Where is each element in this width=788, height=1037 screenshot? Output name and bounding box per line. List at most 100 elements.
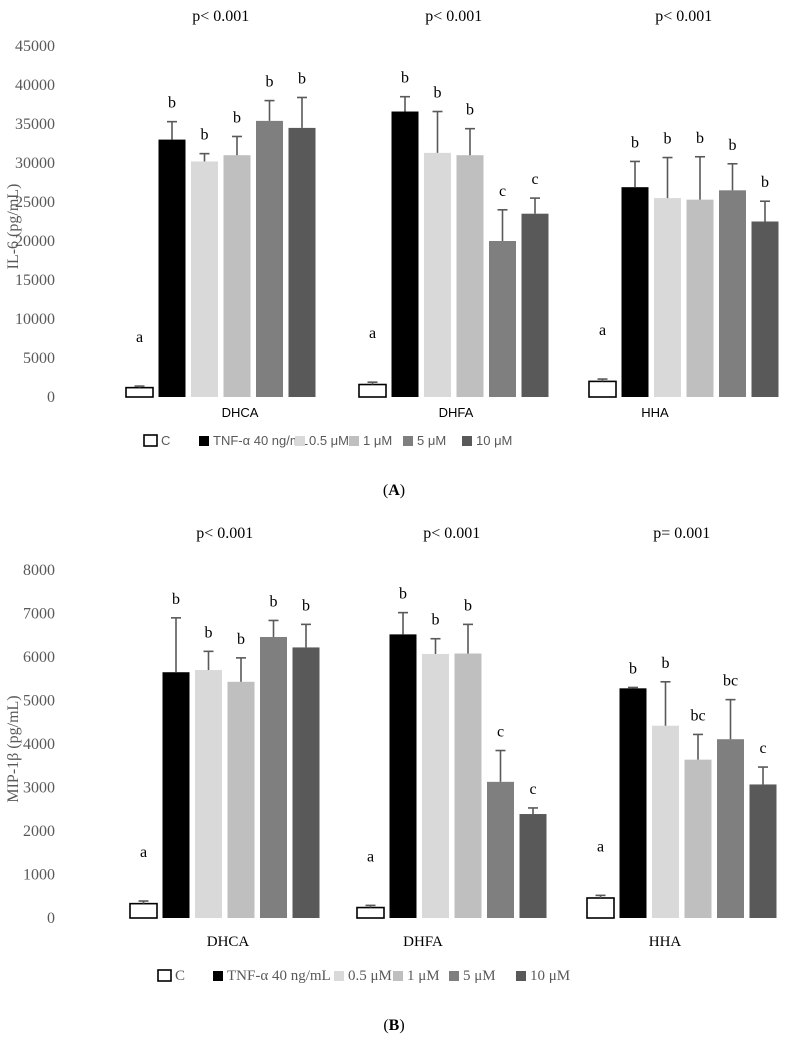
significance-letter-1-1-1: b (399, 586, 407, 603)
significance-letter-0-0-0: a (136, 329, 143, 346)
significance-letter-0-1-1: b (401, 70, 409, 87)
bar-0-1-3 (456, 155, 484, 397)
legend-swatch-1-5 (516, 971, 526, 981)
significance-letter-0-2-5: b (761, 174, 769, 191)
panel-label-1: (B) (383, 1017, 404, 1034)
y-tick-label-0-2: 10000 (15, 311, 55, 328)
bar-1-2-1 (619, 688, 647, 918)
y-axis-label-1: MIP-1β (pg/mL) (5, 695, 22, 802)
y-tick-label-0-6: 30000 (15, 155, 55, 172)
significance-letter-1-2-0: a (597, 838, 604, 855)
y-tick-label-1-7: 7000 (23, 606, 55, 623)
legend-swatch-0-4 (403, 436, 413, 446)
legend-swatch-0-3 (349, 436, 359, 446)
y-tick-label-0-8: 40000 (15, 77, 55, 94)
significance-letter-1-1-4: c (497, 724, 504, 741)
significance-letter-1-2-1: b (629, 660, 637, 677)
panel-label-open-paren: ( (383, 482, 388, 499)
panel-label-letter: A (388, 482, 400, 499)
significance-letter-0-2-4: b (729, 137, 737, 154)
y-tick-label-1-1: 1000 (23, 867, 55, 884)
significance-letter-0-1-2: b (434, 85, 442, 102)
y-tick-label-0-1: 5000 (23, 350, 55, 367)
significance-letter-1-0-5: b (302, 597, 310, 614)
y-tick-label-0-0: 0 (47, 389, 55, 406)
bar-1-1-5 (519, 814, 547, 918)
p-value-1-0: p< 0.001 (196, 525, 253, 542)
bar-1-2-3 (684, 759, 712, 918)
legend-label-1-1: TNF-α 40 ng/mL (227, 968, 331, 984)
p-value-0-2: p< 0.001 (655, 8, 712, 25)
bar-1-0-0 (129, 902, 158, 919)
legend-label-0-1: TNF-α 40 ng/mL (213, 433, 308, 448)
significance-letter-0-2-3: b (696, 130, 704, 147)
bar-0-1-2 (424, 152, 451, 397)
legend-swatch-1-2 (334, 971, 344, 981)
bar-1-2-5 (749, 784, 777, 918)
y-tick-label-0-4: 20000 (15, 233, 55, 250)
bar-0-0-4 (256, 120, 283, 397)
bar-1-2-0 (586, 897, 615, 919)
y-tick-label-1-8: 8000 (23, 562, 55, 579)
bar-0-0-5 (288, 127, 316, 398)
bar-1-0-2 (195, 670, 222, 918)
legend-label-1-5: 10 μM (530, 968, 570, 984)
significance-letter-0-0-5: b (298, 70, 306, 87)
bar-1-0-5 (292, 647, 320, 918)
significance-letter-0-1-5: c (531, 171, 538, 188)
significance-letter-0-0-3: b (233, 109, 241, 126)
legend-label-0-0: C (161, 433, 170, 448)
bar-1-1-1 (389, 634, 417, 918)
bar-1-1-4 (487, 781, 514, 918)
bar-1-0-3 (227, 681, 255, 918)
category-label-0-1: DHFA (439, 405, 474, 420)
significance-letter-0-1-0: a (369, 325, 376, 342)
bar-0-0-0 (125, 386, 154, 398)
significance-letter-1-0-2: b (205, 624, 213, 641)
panel-label-open-paren: ( (383, 1017, 388, 1034)
significance-letter-1-1-0: a (367, 848, 374, 865)
significance-letter-1-2-4: bc (723, 673, 738, 690)
category-label-1-0: DHCA (207, 934, 250, 950)
p-value-0-1: p< 0.001 (425, 8, 482, 25)
y-tick-label-0-9: 45000 (15, 38, 55, 55)
bar-0-1-1 (391, 111, 419, 398)
significance-letter-1-0-0: a (140, 844, 147, 861)
bar-0-2-1 (621, 187, 649, 397)
significance-letter-1-0-3: b (237, 631, 245, 648)
significance-letter-0-1-4: c (499, 183, 506, 200)
bar-0-2-4 (719, 190, 746, 397)
significance-letter-1-1-5: c (529, 781, 536, 798)
bar-0-0-3 (223, 155, 251, 397)
bar-1-2-4 (717, 739, 744, 918)
panel-label-letter: B (389, 1017, 400, 1034)
bar-0-1-4 (489, 241, 516, 397)
bar-0-2-2 (654, 198, 681, 397)
bar-0-1-0 (358, 383, 387, 398)
bar-0-0-2 (191, 161, 218, 397)
bar-1-1-3 (454, 653, 482, 918)
p-value-0-0: p< 0.001 (192, 8, 249, 25)
legend-swatch-1-4 (449, 971, 459, 981)
significance-letter-0-1-3: b (466, 102, 474, 119)
y-tick-label-1-4: 4000 (23, 736, 55, 753)
significance-letter-1-1-2: b (432, 612, 440, 629)
significance-letter-1-2-2: b (662, 655, 670, 672)
p-value-1-1: p< 0.001 (423, 525, 480, 542)
bar-1-2-2 (652, 725, 679, 918)
bar-1-1-2 (422, 653, 449, 918)
legend-swatch-1-0 (157, 969, 172, 982)
bar-0-2-5 (751, 221, 779, 397)
bar-1-0-4 (260, 636, 287, 918)
legend-label-1-0: C (175, 968, 185, 984)
y-axis-label-0: IL-6 (pg/mL) (5, 184, 22, 270)
bar-0-0-1 (158, 139, 186, 397)
legend-swatch-1-1 (213, 971, 223, 981)
p-value-1-2: p= 0.001 (653, 525, 710, 542)
legend-label-1-4: 5 μM (463, 968, 496, 984)
significance-letter-0-2-0: a (599, 322, 606, 339)
y-tick-label-1-3: 3000 (23, 780, 55, 797)
significance-letter-1-1-3: b (464, 597, 472, 614)
y-tick-label-1-6: 6000 (23, 649, 55, 666)
significance-letter-0-0-4: b (266, 74, 274, 91)
